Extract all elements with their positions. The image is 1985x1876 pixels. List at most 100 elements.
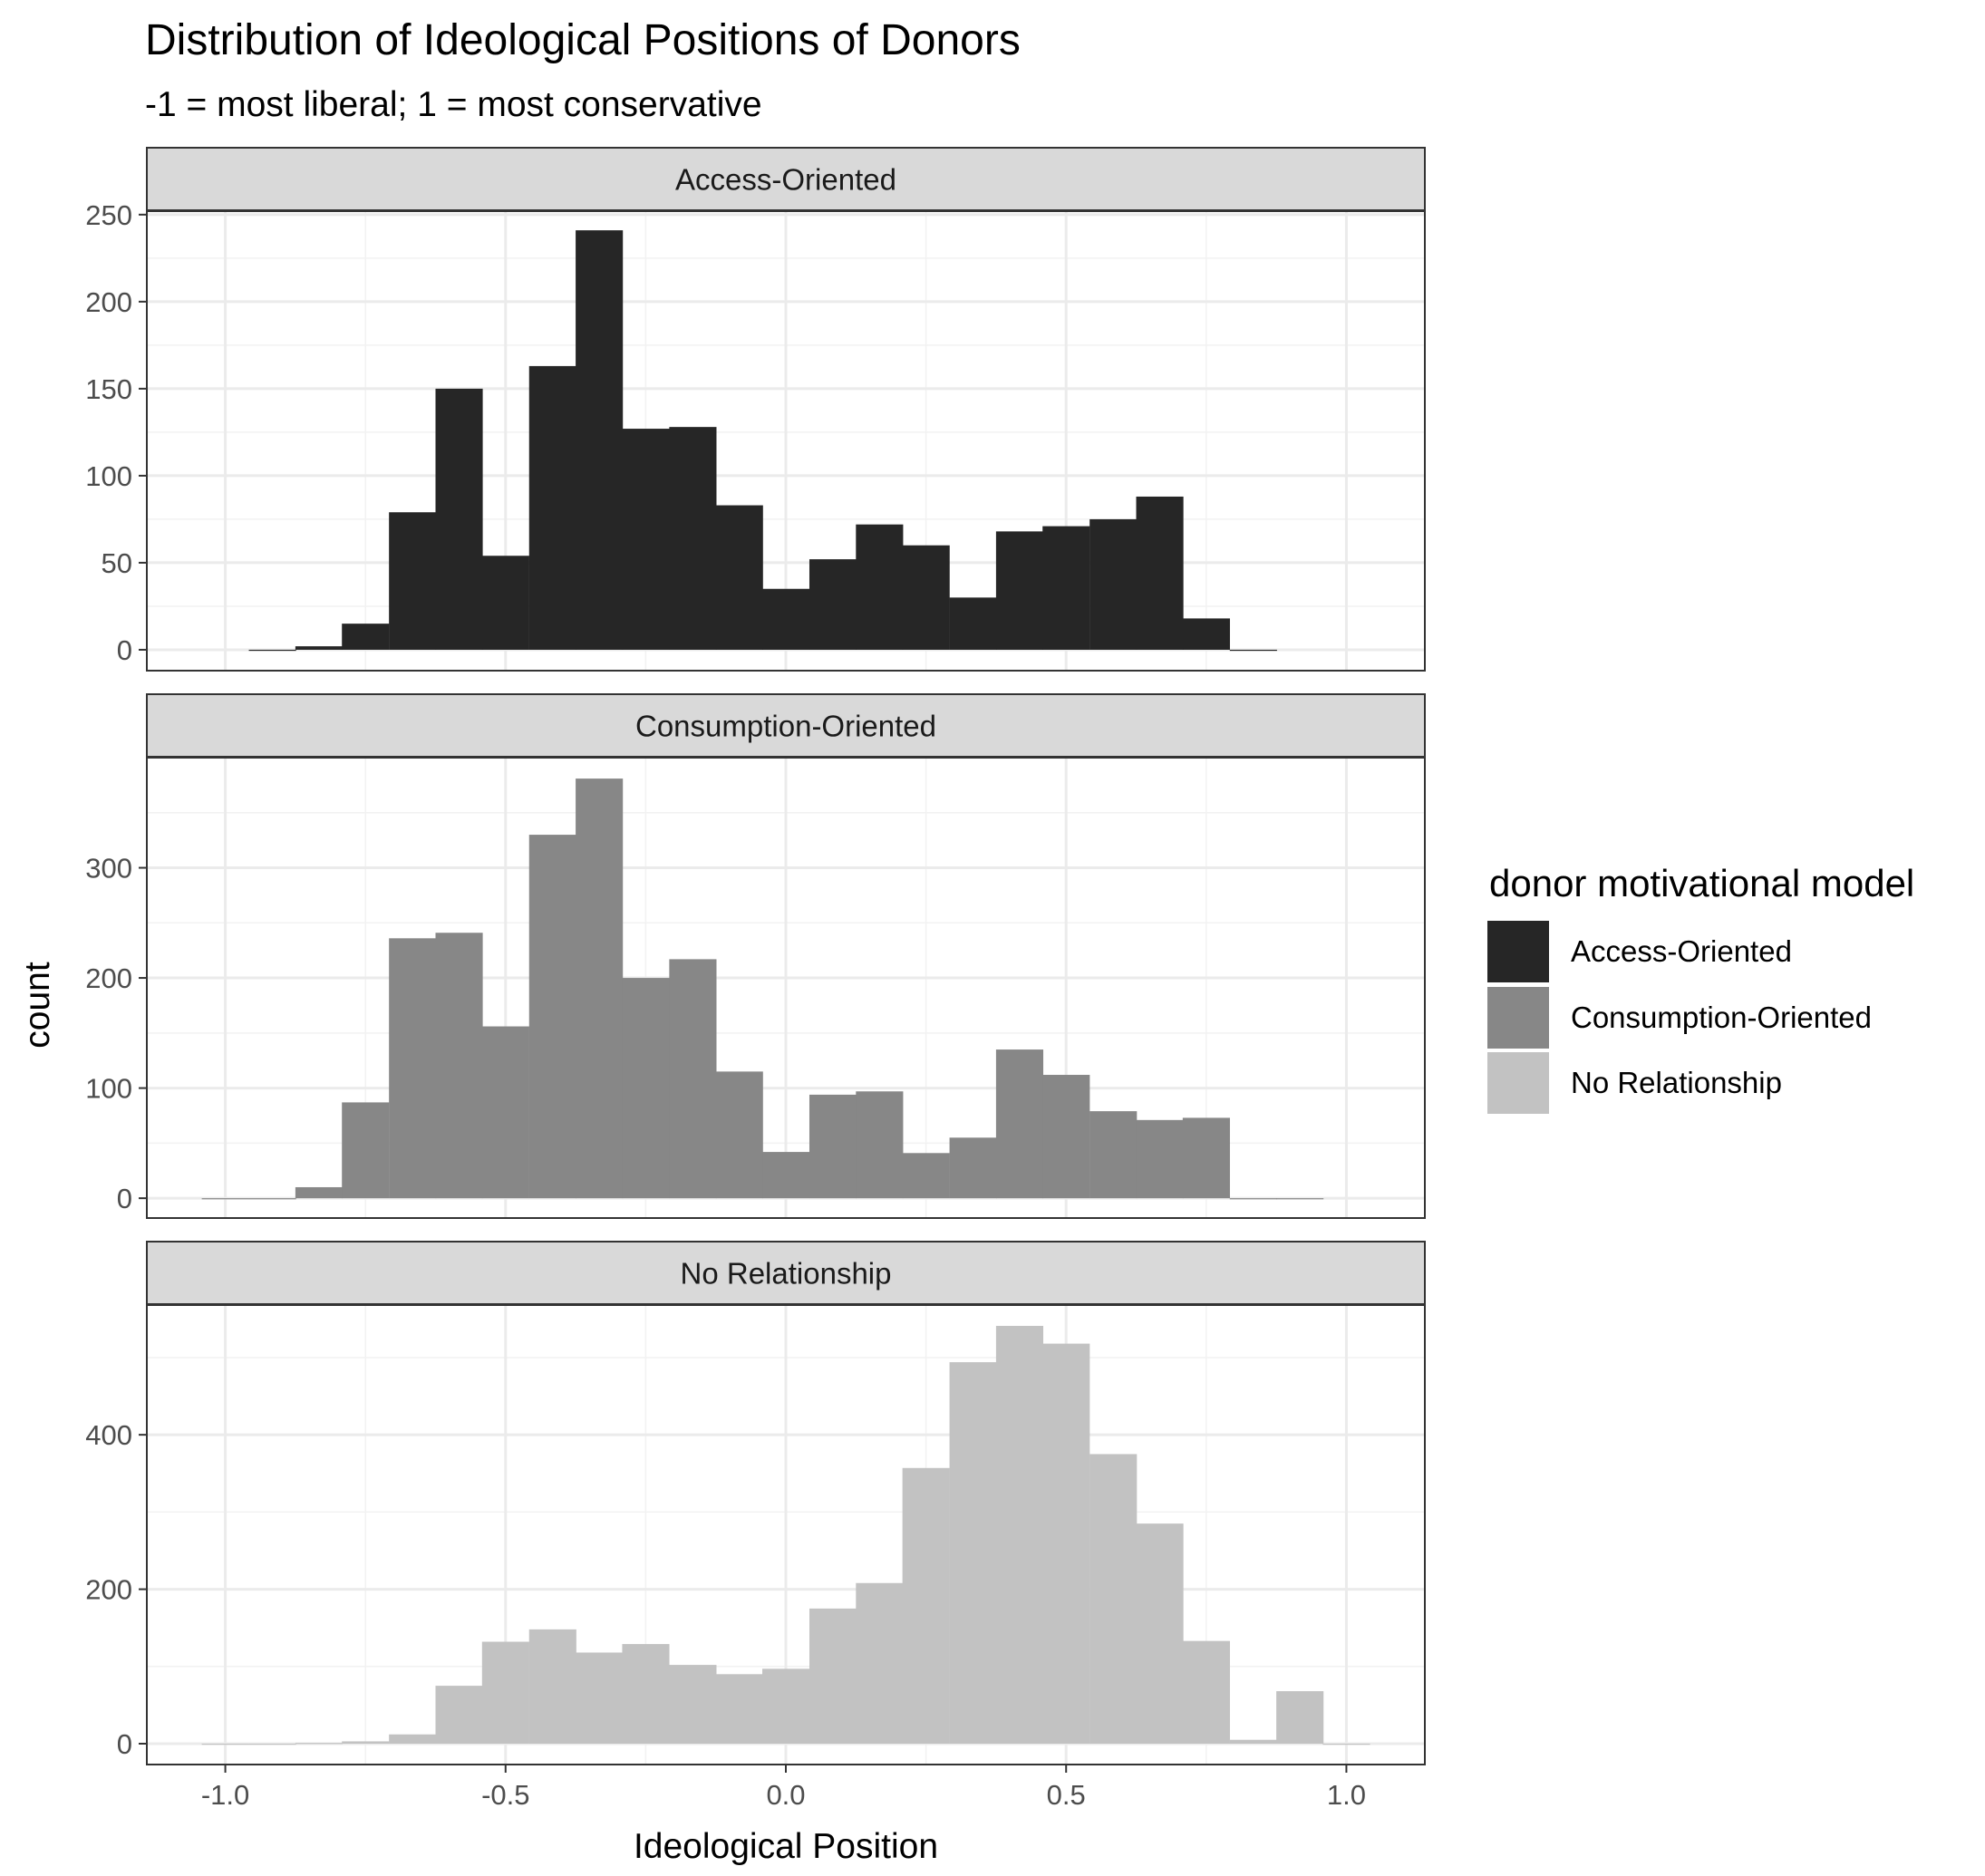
histogram-bar <box>1229 1198 1277 1200</box>
histogram-bar <box>762 1152 810 1199</box>
histogram-bar <box>669 959 717 1199</box>
histogram-bar <box>622 978 670 1199</box>
x-axis: -1.0 -0.5 0.0 0.5 1.0 <box>201 1765 1366 1811</box>
legend-title: donor motivational model <box>1489 862 1914 904</box>
facet-strip <box>146 1241 1426 1305</box>
histogram-bar <box>856 1582 904 1744</box>
histogram-bar <box>1136 1523 1184 1744</box>
histogram-bar <box>295 1743 343 1745</box>
histogram-bar <box>1042 1075 1090 1199</box>
histogram-bar <box>949 597 997 650</box>
histogram-bar <box>622 429 670 650</box>
histogram-bar <box>995 1326 1044 1744</box>
histogram-bar <box>1182 1640 1230 1744</box>
histogram-bar <box>481 1026 529 1199</box>
histogram-bar <box>1042 526 1090 650</box>
histogram-bar <box>201 1743 249 1745</box>
histogram-bar <box>342 624 390 650</box>
histogram-bar <box>622 1644 670 1744</box>
histogram-bar <box>1089 1454 1138 1744</box>
histogram-bar <box>1276 1691 1324 1744</box>
histogram-bar <box>201 1198 249 1200</box>
histogram-bar <box>902 545 950 650</box>
histogram-bar <box>481 556 529 650</box>
histogram-bar <box>669 427 717 650</box>
histogram-bar <box>715 505 763 650</box>
legend: donor motivational model Access-Oriented… <box>1487 862 1914 1114</box>
y-tick-label: 400 <box>85 1419 132 1451</box>
histogram-bar <box>902 1153 950 1199</box>
histogram-bar <box>1182 618 1230 650</box>
histogram-bar <box>389 938 437 1199</box>
y-tick-label: 100 <box>85 1073 132 1105</box>
histogram-bar <box>576 230 624 650</box>
facet-strip-label: Access-Oriented <box>675 163 896 197</box>
histogram-bar <box>1182 1117 1230 1199</box>
histogram-bar <box>995 1049 1044 1199</box>
histogram-bar <box>435 388 483 650</box>
y-tick-label: 50 <box>102 547 132 579</box>
facet-strip-label: No Relationship <box>681 1257 892 1291</box>
histogram-bar <box>669 1665 717 1744</box>
histogram-bar <box>342 1741 390 1744</box>
histogram-bar <box>1322 1743 1370 1745</box>
histogram-bar <box>295 646 343 650</box>
histogram-bar <box>576 778 624 1199</box>
histogram-bar <box>1229 1739 1277 1744</box>
chart-title: Distribution of Ideological Positions of… <box>145 16 1021 64</box>
facet-strip <box>146 147 1426 211</box>
histogram-bar <box>295 1186 343 1199</box>
panel-border <box>146 757 1426 1219</box>
histogram-bar <box>528 1629 576 1744</box>
histogram-bar <box>995 531 1044 650</box>
y-tick-label: 200 <box>85 286 132 318</box>
histogram-bar <box>389 1734 437 1744</box>
legend-key <box>1487 987 1549 1049</box>
histogram-bar <box>715 1674 763 1744</box>
histogram-bar <box>1136 496 1184 650</box>
histogram-bar <box>576 1652 624 1744</box>
histogram-bar <box>342 1102 390 1199</box>
histogram-bar <box>949 1137 997 1199</box>
histogram-bar <box>762 588 810 650</box>
facet-panel: No Relationship 0 200 400 <box>85 1241 1426 1765</box>
x-tick-label: -0.5 <box>481 1779 529 1811</box>
x-tick-label: -1.0 <box>201 1779 249 1811</box>
histogram-bar <box>762 1668 810 1744</box>
histogram-bar <box>856 1091 904 1199</box>
histogram-bar <box>809 1608 857 1744</box>
chart-subtitle: -1 = most liberal; 1 = most conservative <box>145 85 762 124</box>
legend-label: No Relationship <box>1571 1066 1782 1099</box>
histogram-bar <box>248 1743 296 1745</box>
legend-key <box>1487 921 1549 982</box>
y-axis-label: count <box>18 962 57 1049</box>
histogram-bar <box>528 365 576 650</box>
y-tick-label: 200 <box>85 962 132 994</box>
y-tick-label: 0 <box>117 634 132 666</box>
histogram-bar <box>389 512 437 650</box>
y-tick-label: 200 <box>85 1574 132 1606</box>
legend-label: Consumption-Oriented <box>1571 1001 1872 1034</box>
facet-strip-label: Consumption-Oriented <box>635 710 936 743</box>
y-tick-label: 250 <box>85 199 132 231</box>
y-tick-label: 300 <box>85 853 132 885</box>
histogram-bar <box>528 835 576 1199</box>
histogram-bar <box>902 1467 950 1744</box>
histogram-bar <box>1089 518 1138 650</box>
panel-border <box>146 210 1426 672</box>
x-axis-label: Ideological Position <box>634 1827 938 1866</box>
y-tick-label: 0 <box>117 1728 132 1760</box>
histogram-bar <box>1229 649 1277 652</box>
histogram-bar <box>1089 1111 1138 1199</box>
histogram-bar <box>949 1362 997 1744</box>
histogram-bar <box>481 1641 529 1744</box>
histogram-bar <box>248 649 296 652</box>
histogram-bar <box>715 1071 763 1199</box>
facet-panels: Access-Oriented 0 50 100 150 200 250 Consumptio… <box>85 147 1426 1765</box>
histogram-bar <box>1042 1343 1090 1744</box>
x-tick-label: 1.0 <box>1327 1779 1366 1811</box>
x-tick-label: 0.0 <box>766 1779 805 1811</box>
x-tick-label: 0.5 <box>1047 1779 1086 1811</box>
histogram-bar <box>248 1198 296 1200</box>
